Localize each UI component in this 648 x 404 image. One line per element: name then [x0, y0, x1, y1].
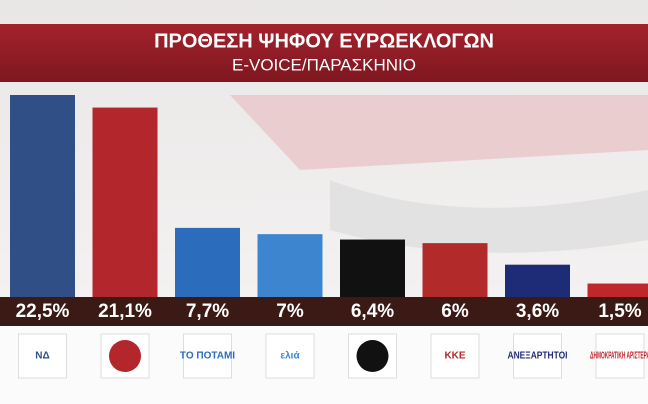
party-name: ΝΔ [35, 351, 49, 362]
value-label: 6,4% [351, 301, 394, 322]
party-emblem [109, 340, 141, 372]
bar [10, 95, 75, 297]
value-label: 21,1% [98, 301, 152, 322]
party-name: ΚΚΕ [444, 351, 465, 362]
party-emblem [356, 340, 389, 372]
chart-title: ΠΡΟΘΕΣΗ ΨΗΦΟΥ ΕΥΡΩΕΚΛΟΓΩΝ [154, 30, 494, 52]
value-label: 7% [276, 301, 304, 322]
bar [422, 243, 488, 297]
party-name: ΤΟ ΠΟΤΑΜΙ [180, 351, 235, 362]
value-label: 1,5% [598, 301, 641, 322]
value-label: 22,5% [16, 301, 70, 322]
party-name: ΔΗΜΟΚΡΑΤΙΚΗ ΑΡΙΣΤΕΡΑ [590, 351, 648, 362]
bar [587, 283, 648, 297]
value-label: 3,6% [516, 301, 559, 322]
party-logo [183, 333, 232, 379]
party-logo [430, 333, 480, 379]
chart-subtitle: E-VOICE/ΠΑΡΑΣΚΗΝΙΟ [232, 55, 416, 74]
bar [340, 239, 405, 297]
decoration [230, 95, 648, 170]
party-logo [595, 333, 645, 379]
party-logo [18, 333, 67, 379]
decoration [330, 180, 648, 253]
bar [257, 234, 323, 297]
bar [505, 264, 570, 297]
party-logo [513, 333, 562, 379]
bar [92, 107, 158, 298]
header-bar [0, 24, 648, 82]
party-logo [265, 333, 315, 379]
value-label: 6% [441, 301, 469, 322]
value-label: 7,7% [186, 301, 229, 322]
label-strip [0, 297, 648, 326]
party-name: ΑΝΕΞΑΡΤΗΤΟΙ [508, 351, 568, 362]
bar [175, 227, 240, 297]
party-name: ελιά [280, 351, 300, 362]
